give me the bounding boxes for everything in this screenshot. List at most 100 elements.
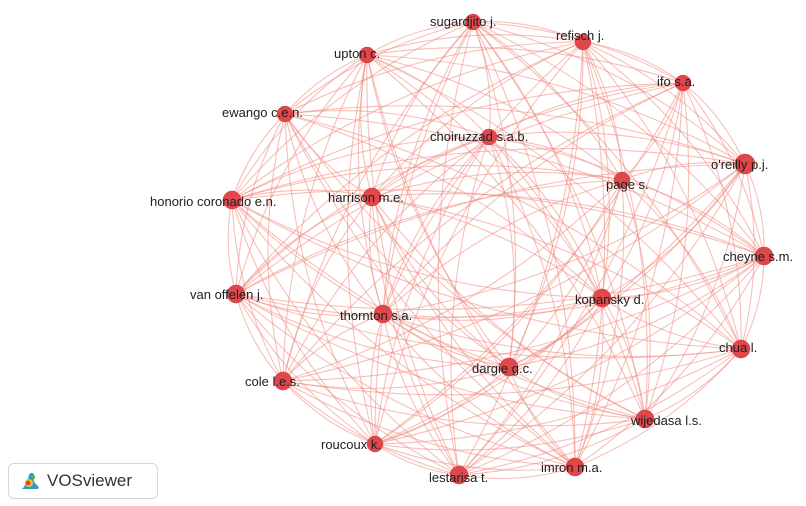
- node-label-upton[interactable]: upton c.: [334, 46, 380, 61]
- node-upton[interactable]: [358, 46, 376, 64]
- node-harrison[interactable]: [362, 187, 382, 207]
- edge-chua-imron: [574, 348, 742, 468]
- edge-choiruzzad-dargie: [488, 136, 516, 368]
- node-label-wijedasa[interactable]: wijedasa l.s.: [630, 413, 702, 428]
- edge-roucoux-imron: [374, 443, 576, 471]
- edge-refisch-ifo: [582, 41, 684, 84]
- node-imron[interactable]: [565, 457, 585, 477]
- edge-oreilly-chua: [740, 163, 755, 350]
- edge-refisch-upton: [366, 34, 584, 56]
- edge-choiruzzad-lestarisa: [450, 136, 490, 476]
- node-sugardjito[interactable]: [464, 13, 482, 31]
- edge-honorio-vanoffelen: [227, 199, 237, 295]
- edge-upton-vanoffelen: [235, 54, 368, 295]
- node-wijedasa[interactable]: [635, 409, 655, 429]
- edge-cheyne-imron: [574, 255, 765, 468]
- node-label-imron[interactable]: imron m.a.: [541, 460, 602, 475]
- node-label-dargie[interactable]: dargie g.c.: [472, 361, 533, 376]
- edge-sugardjito-upton: [366, 21, 474, 56]
- edge-ifo-harrison: [371, 82, 684, 198]
- edge-imron-lestarisa: [458, 466, 576, 480]
- edge-oreilly-thornton: [382, 163, 746, 315]
- node-label-page[interactable]: page s.: [606, 177, 649, 192]
- node-honorio[interactable]: [222, 190, 242, 210]
- node-label-honorio[interactable]: honorio coronado e.n.: [150, 194, 276, 209]
- edge-kopansky-roucoux: [374, 297, 603, 445]
- vosviewer-badge[interactable]: VOSviewer: [8, 463, 158, 499]
- node-label-choiruzzad[interactable]: choiruzzad s.a.b.: [430, 129, 528, 144]
- node-label-chua[interactable]: chua l.: [719, 340, 757, 355]
- edge-cole-lestarisa: [282, 380, 460, 476]
- node-thornton[interactable]: [373, 304, 393, 324]
- node-layer: [222, 13, 774, 485]
- edge-honorio-lestarisa: [231, 199, 460, 476]
- edge-sugardjito-honorio: [231, 21, 474, 201]
- edge-kopansky-lestarisa: [458, 297, 603, 476]
- edge-page-vanoffelen: [235, 179, 623, 295]
- node-cheyne[interactable]: [754, 246, 774, 266]
- edge-honorio-cole: [231, 199, 284, 382]
- node-chua[interactable]: [731, 339, 751, 359]
- edge-refisch-lestarisa: [458, 41, 584, 476]
- node-ifo[interactable]: [674, 74, 692, 92]
- edge-choiruzzad-honorio: [231, 136, 490, 201]
- node-roucoux[interactable]: [366, 435, 384, 453]
- edge-upton-ewango: [284, 54, 368, 115]
- edge-page-wijedasa: [621, 179, 651, 420]
- node-label-refisch[interactable]: refisch j.: [556, 28, 604, 43]
- node-kopansky[interactable]: [592, 288, 612, 308]
- node-refisch[interactable]: [574, 33, 592, 51]
- edge-page-dargie: [508, 179, 623, 368]
- edge-ewango-chua: [284, 113, 742, 350]
- edge-oreilly-dargie: [508, 163, 746, 368]
- node-label-kopansky[interactable]: kopansky d.: [575, 292, 644, 307]
- node-label-sugardjito[interactable]: sugardjito j.: [430, 14, 496, 29]
- edge-choiruzzad-cole: [282, 136, 490, 382]
- edge-vanoffelen-dargie: [235, 293, 510, 368]
- node-label-ifo[interactable]: ifo s.a.: [657, 74, 695, 89]
- edge-refisch-roucoux: [374, 41, 584, 445]
- node-label-thornton[interactable]: thornton s.a.: [340, 308, 412, 323]
- node-ewango[interactable]: [276, 105, 294, 123]
- edge-upton-dargie: [366, 54, 510, 368]
- edge-vanoffelen-imron: [235, 293, 576, 468]
- node-page[interactable]: [613, 171, 631, 189]
- edge-ewango-cole: [267, 113, 286, 382]
- edge-refisch-chua: [582, 41, 742, 350]
- node-label-oreilly[interactable]: o'reilly p.j.: [711, 157, 768, 172]
- edge-oreilly-page: [621, 161, 746, 181]
- node-choiruzzad[interactable]: [480, 128, 498, 146]
- node-cole[interactable]: [273, 371, 293, 391]
- edge-upton-oreilly: [366, 54, 746, 165]
- node-label-cheyne[interactable]: cheyne s.m.: [723, 249, 793, 264]
- node-label-roucoux[interactable]: roucoux k.: [321, 437, 381, 452]
- node-label-ewango[interactable]: ewango c.e.n.: [222, 105, 303, 120]
- edge-thornton-lestarisa: [382, 313, 460, 476]
- edge-choiruzzad-harrison: [371, 136, 490, 198]
- edge-oreilly-cole: [282, 163, 746, 382]
- edge-oreilly-lestarisa: [458, 163, 746, 476]
- edge-refisch-page: [582, 41, 623, 181]
- edge-choiruzzad-page: [488, 136, 623, 181]
- node-label-harrison[interactable]: harrison m.e.: [328, 190, 404, 205]
- edge-sugardjito-roucoux: [374, 21, 474, 445]
- edge-cheyne-dargie: [508, 255, 765, 368]
- edge-harrison-dargie: [371, 196, 510, 368]
- edge-chua-cole: [282, 348, 742, 396]
- edge-page-thornton: [382, 179, 623, 315]
- node-label-vanoffelen[interactable]: van offelen j.: [190, 287, 263, 302]
- edge-harrison-cole: [282, 196, 373, 382]
- node-dargie[interactable]: [499, 357, 519, 377]
- node-vanoffelen[interactable]: [226, 284, 246, 304]
- node-oreilly[interactable]: [734, 153, 756, 175]
- edge-page-cheyne: [621, 179, 765, 257]
- node-label-lestarisa[interactable]: lestarisa t.: [429, 470, 488, 485]
- node-label-cole[interactable]: cole l.e.s.: [245, 374, 300, 389]
- edge-cheyne-roucoux: [374, 255, 765, 445]
- edge-choiruzzad-thornton: [382, 136, 490, 315]
- edge-cole-imron: [282, 380, 576, 468]
- node-lestarisa[interactable]: [449, 465, 469, 485]
- edge-honorio-roucoux: [231, 199, 376, 445]
- edge-cole-wijedasa: [282, 380, 646, 427]
